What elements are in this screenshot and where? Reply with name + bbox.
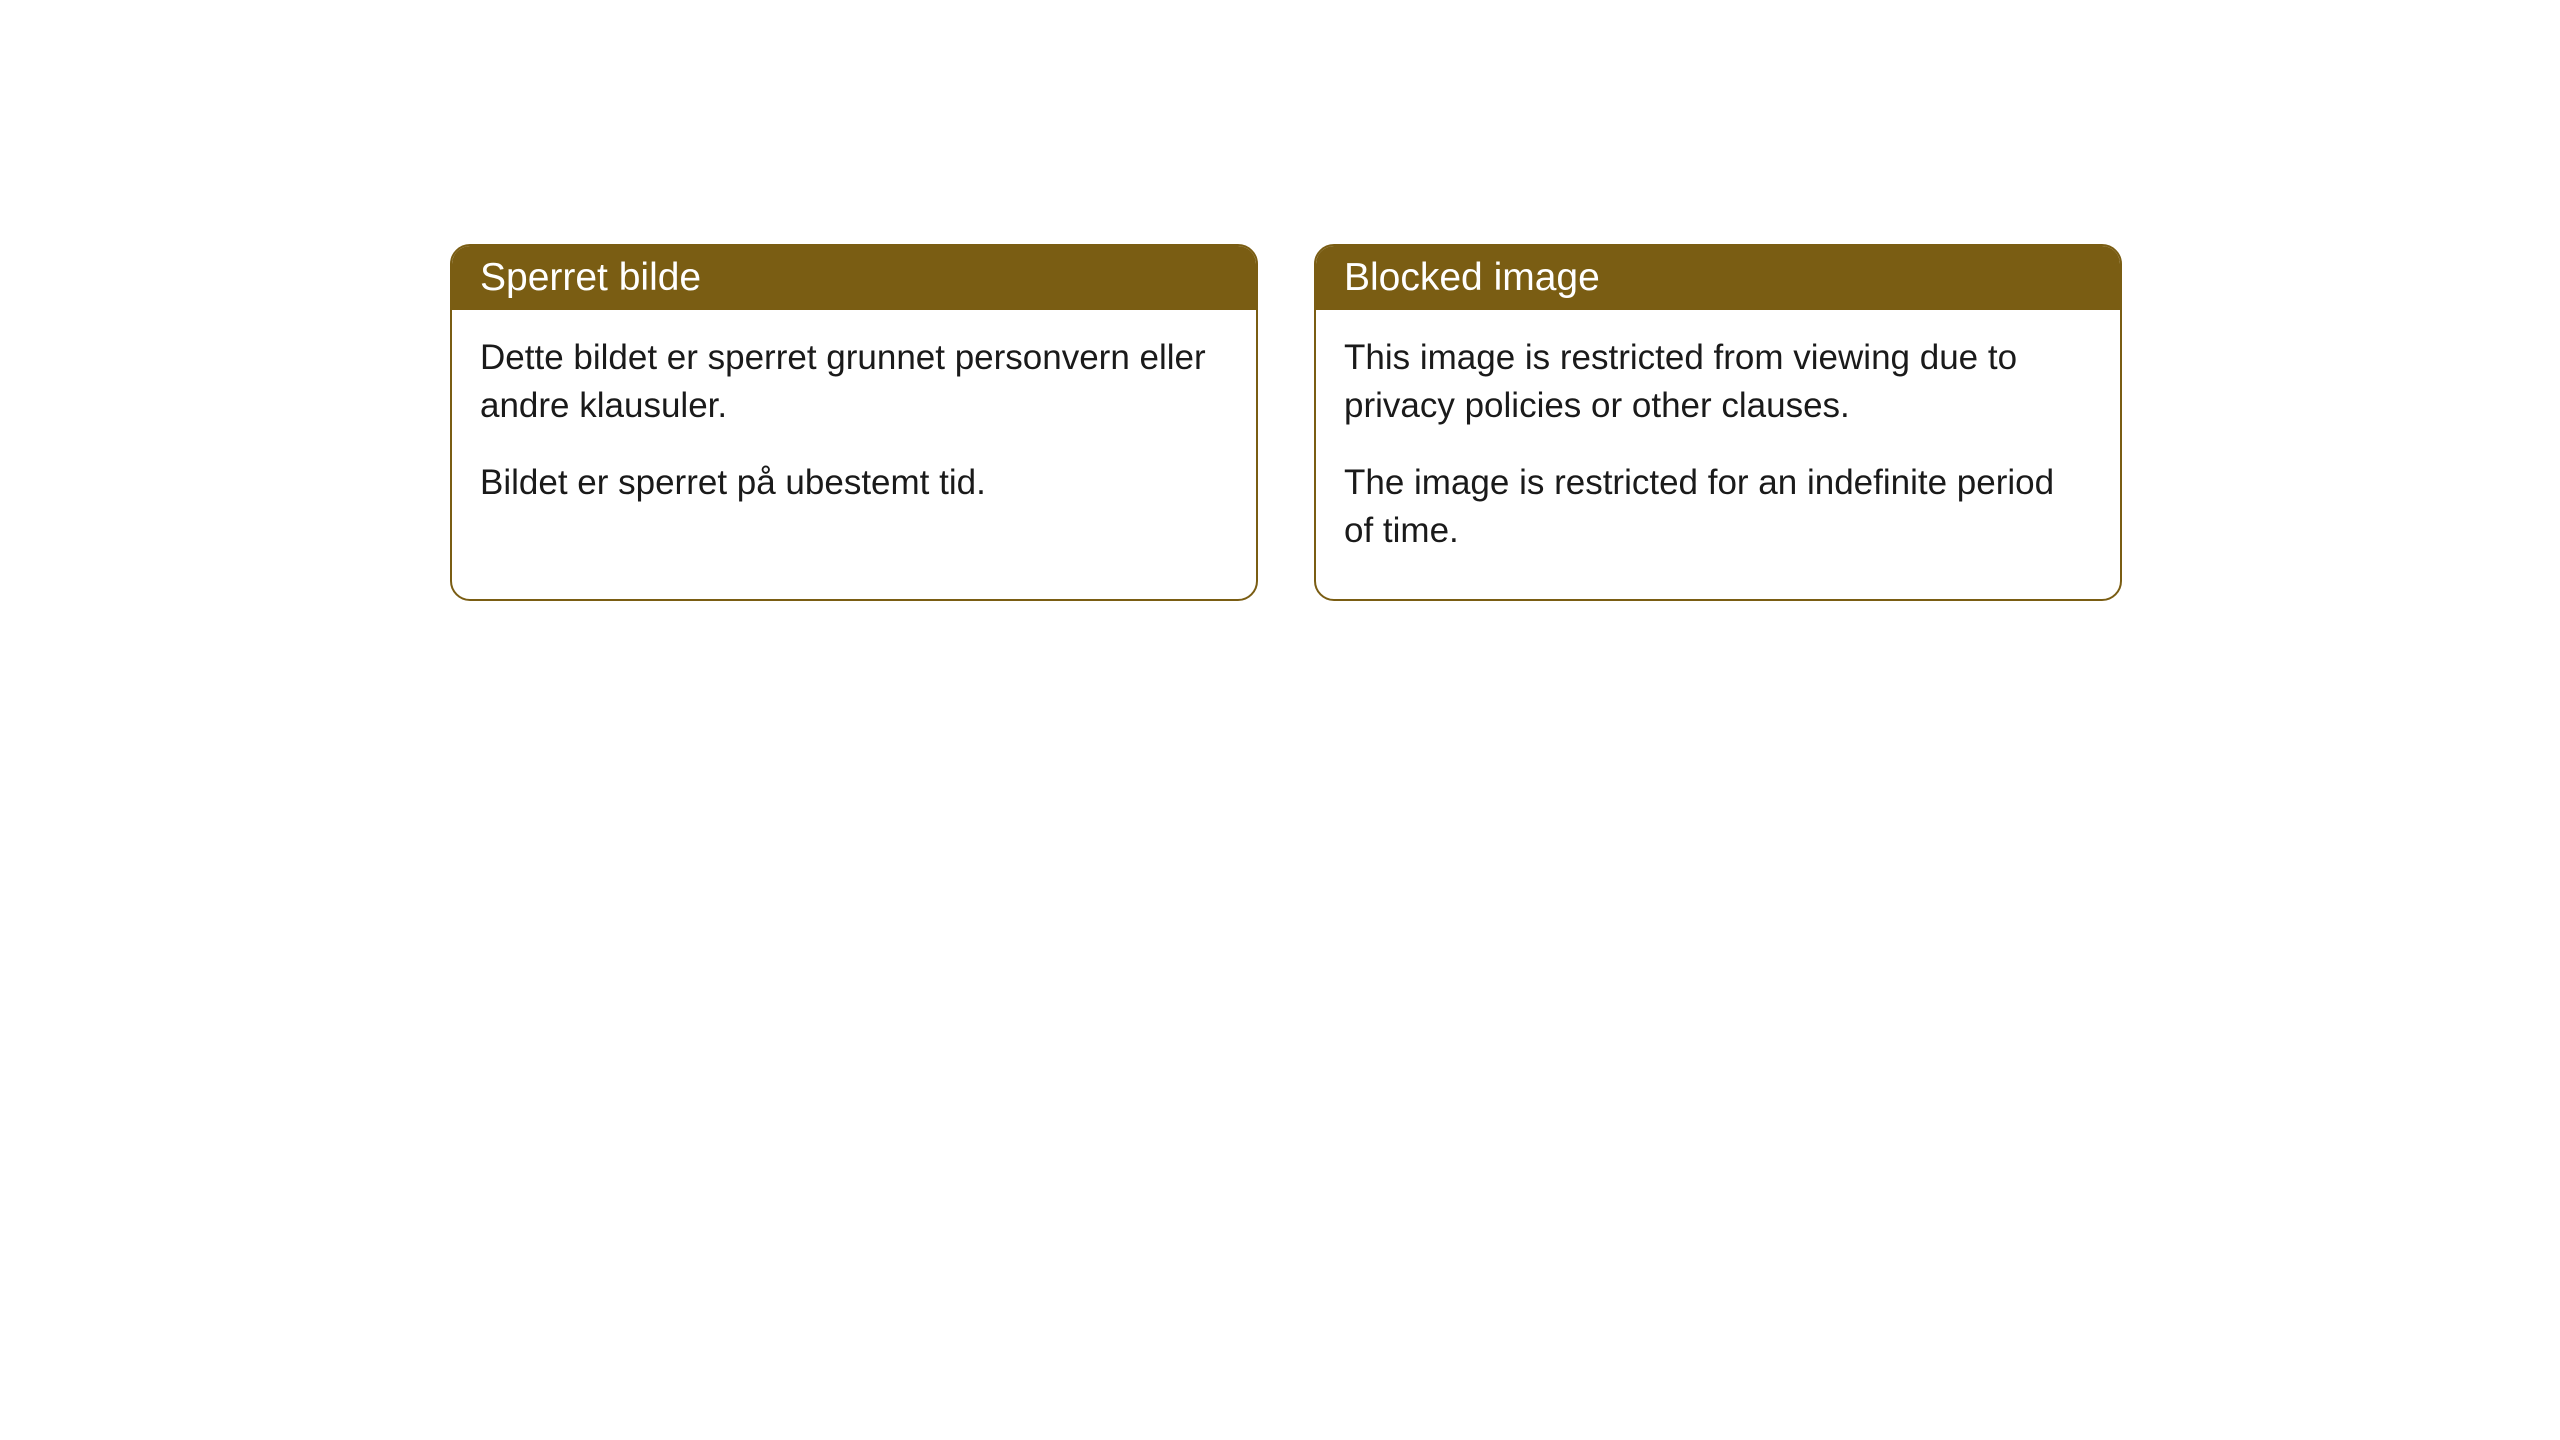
card-body: This image is restricted from viewing du… [1316,310,2120,599]
card-paragraph-2: Bildet er sperret på ubestemt tid. [480,459,1228,507]
card-paragraph-1: This image is restricted from viewing du… [1344,334,2092,431]
notice-card-norwegian: Sperret bilde Dette bildet er sperret gr… [450,244,1258,601]
notice-card-english: Blocked image This image is restricted f… [1314,244,2122,601]
card-paragraph-2: The image is restricted for an indefinit… [1344,459,2092,556]
card-body: Dette bildet er sperret grunnet personve… [452,310,1256,551]
card-header: Blocked image [1316,246,2120,310]
card-title: Blocked image [1344,256,1600,299]
card-header: Sperret bilde [452,246,1256,310]
card-title: Sperret bilde [480,256,701,299]
notice-cards-container: Sperret bilde Dette bildet er sperret gr… [450,244,2122,601]
card-paragraph-1: Dette bildet er sperret grunnet personve… [480,334,1228,431]
